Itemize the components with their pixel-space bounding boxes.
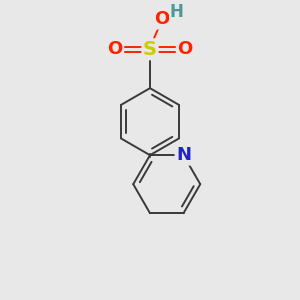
Text: O: O — [177, 40, 193, 58]
Text: N: N — [176, 146, 191, 164]
Text: H: H — [170, 3, 184, 21]
Text: S: S — [143, 40, 157, 59]
Text: O: O — [154, 10, 170, 28]
Text: O: O — [107, 40, 123, 58]
